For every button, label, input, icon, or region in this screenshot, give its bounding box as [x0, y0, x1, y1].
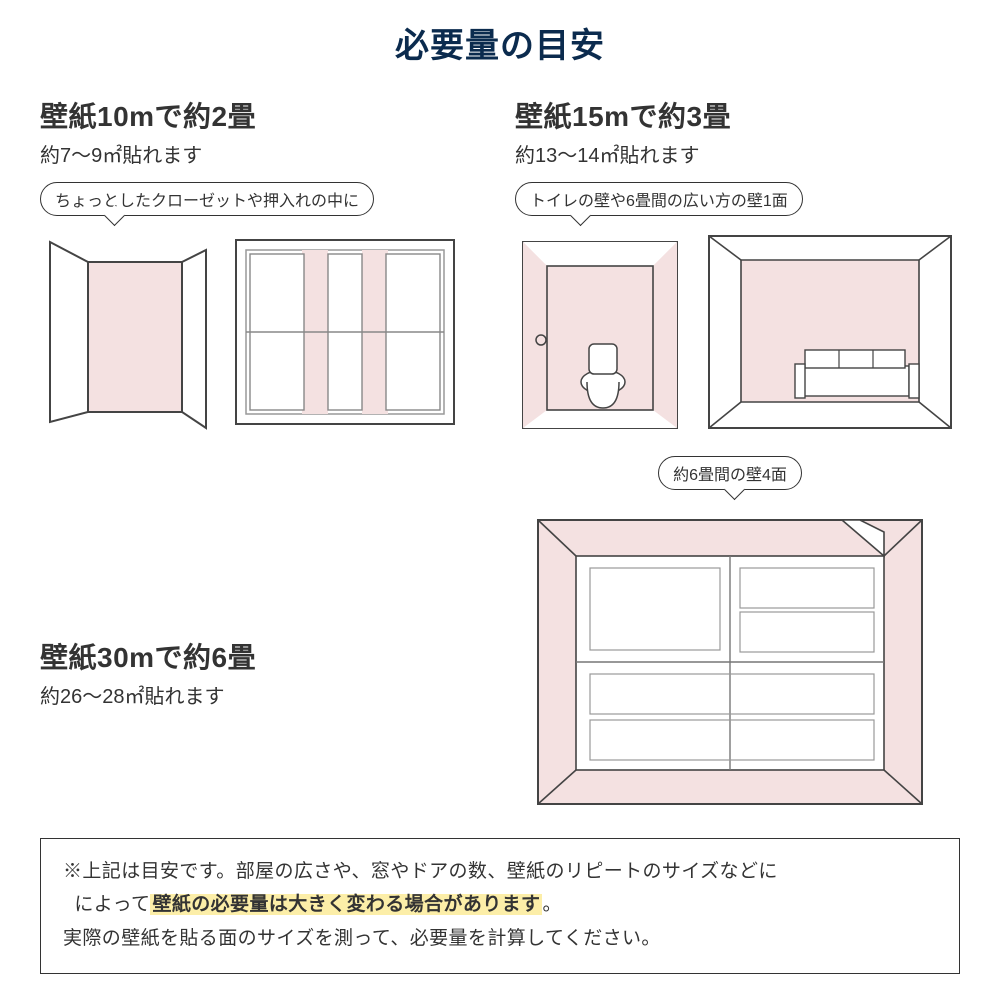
illus-10m [40, 232, 485, 432]
row-top: 壁紙10mで約2畳 約7〜9㎡貼れます ちょっとしたクローゼットや押入れの中に [40, 95, 960, 432]
note-line-3: 実際の壁紙を貼る面のサイズを測って、必要量を計算してください。 [63, 922, 937, 955]
six-tatami-room-icon [530, 512, 930, 812]
illus-15m [515, 232, 960, 432]
notice-box: ※上記は目安です。部屋の広さや、窓やドアの数、壁紙のリピートのサイズなどに によ… [40, 838, 960, 974]
closet-open-icon [40, 232, 210, 432]
closet-sliding-icon [230, 232, 460, 432]
section-10m: 壁紙10mで約2畳 約7〜9㎡貼れます ちょっとしたクローゼットや押入れの中に [40, 95, 485, 432]
sub-10m: 約7〜9㎡貼れます [40, 139, 485, 168]
section-30m-text: 壁紙30mで約6畳 約26〜28㎡貼れます [40, 546, 445, 723]
sub-15m: 約13〜14㎡貼れます [515, 139, 960, 168]
toilet-room-icon [515, 232, 685, 432]
bubble-15m: トイレの壁や6畳間の広い方の壁1面 [515, 182, 803, 216]
heading-10m: 壁紙10mで約2畳 [40, 95, 485, 135]
sub-30m: 約26〜28㎡貼れます [40, 680, 445, 709]
section-15m: 壁紙15mで約3畳 約13〜14㎡貼れます トイレの壁や6畳間の広い方の壁1面 [515, 95, 960, 432]
note-line-2: によって壁紙の必要量は大きく変わる場合があります。 [63, 888, 937, 921]
bubble-10m: ちょっとしたクローゼットや押入れの中に [40, 182, 374, 216]
living-room-icon [705, 232, 955, 432]
note-highlight: 壁紙の必要量は大きく変わる場合があります [150, 894, 542, 915]
note-line-1: ※上記は目安です。部屋の広さや、窓やドアの数、壁紙のリピートのサイズなどに [63, 855, 937, 888]
section-30m-illus: 約6畳間の壁4面 [500, 456, 960, 812]
heading-15m: 壁紙15mで約3畳 [515, 95, 960, 135]
note-line-2-pre: によって [74, 894, 150, 915]
bubble-30m: 約6畳間の壁4面 [658, 456, 802, 490]
note-line-2-post: 。 [542, 894, 561, 915]
main-title: 必要量の目安 [40, 18, 960, 67]
row-bottom: 壁紙30mで約6畳 約26〜28㎡貼れます 約6畳間の壁4面 [40, 456, 960, 812]
heading-30m: 壁紙30mで約6畳 [40, 636, 445, 676]
infographic-root: 必要量の目安 壁紙10mで約2畳 約7〜9㎡貼れます ちょっとしたクローゼットや… [0, 0, 1000, 1000]
